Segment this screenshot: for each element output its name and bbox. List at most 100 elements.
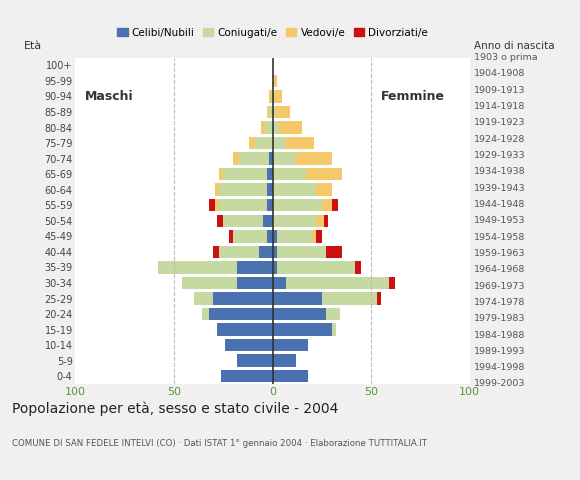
- Bar: [218, 215, 223, 227]
- Text: 1904-1908: 1904-1908: [474, 70, 525, 78]
- Bar: [261, 121, 264, 134]
- Text: Età: Età: [24, 41, 42, 51]
- Bar: [219, 246, 259, 258]
- Bar: [273, 354, 296, 367]
- Bar: [239, 153, 269, 165]
- Bar: [233, 230, 267, 242]
- Text: 1974-1978: 1974-1978: [474, 298, 525, 307]
- Bar: [219, 168, 223, 180]
- Bar: [287, 137, 314, 149]
- Text: 1979-1983: 1979-1983: [474, 314, 525, 323]
- Bar: [219, 183, 267, 196]
- Text: 1924-1928: 1924-1928: [474, 135, 525, 144]
- Text: 1914-1918: 1914-1918: [474, 102, 525, 111]
- Text: 1903 o prima: 1903 o prima: [474, 53, 537, 62]
- Bar: [209, 199, 215, 212]
- Bar: [271, 90, 273, 103]
- Bar: [215, 183, 219, 196]
- Bar: [326, 308, 340, 320]
- Bar: [237, 261, 273, 274]
- Bar: [332, 324, 336, 336]
- Bar: [273, 199, 322, 212]
- Text: 1959-1963: 1959-1963: [474, 249, 525, 258]
- Bar: [273, 324, 332, 336]
- Bar: [273, 339, 308, 351]
- Bar: [322, 199, 332, 212]
- Text: 1909-1913: 1909-1913: [474, 86, 525, 95]
- Bar: [273, 277, 287, 289]
- Bar: [316, 215, 324, 227]
- Bar: [237, 277, 273, 289]
- Bar: [255, 137, 273, 149]
- Text: 1919-1923: 1919-1923: [474, 119, 525, 127]
- Bar: [267, 168, 273, 180]
- Bar: [278, 121, 302, 134]
- Bar: [273, 215, 316, 227]
- Bar: [273, 183, 316, 196]
- Bar: [264, 121, 273, 134]
- Bar: [316, 183, 332, 196]
- Bar: [182, 277, 237, 289]
- Bar: [213, 246, 219, 258]
- Text: 1994-1998: 1994-1998: [474, 363, 525, 372]
- Bar: [267, 183, 273, 196]
- Bar: [209, 308, 273, 320]
- Bar: [237, 354, 273, 367]
- Bar: [273, 292, 322, 305]
- Bar: [316, 230, 322, 242]
- Bar: [267, 106, 269, 118]
- Bar: [273, 246, 277, 258]
- Bar: [215, 199, 219, 212]
- Bar: [267, 230, 273, 242]
- Bar: [259, 246, 273, 258]
- Text: 1999-2003: 1999-2003: [474, 380, 525, 388]
- Text: 1989-1993: 1989-1993: [474, 347, 525, 356]
- Bar: [389, 277, 395, 289]
- Text: Maschi: Maschi: [85, 90, 134, 103]
- Bar: [273, 370, 308, 383]
- Bar: [306, 168, 342, 180]
- Bar: [269, 90, 271, 103]
- Text: 1969-1973: 1969-1973: [474, 282, 525, 290]
- Bar: [273, 230, 277, 242]
- Bar: [219, 199, 267, 212]
- Bar: [324, 215, 328, 227]
- Bar: [312, 230, 316, 242]
- Bar: [273, 168, 306, 180]
- Bar: [269, 106, 273, 118]
- Text: 1949-1953: 1949-1953: [474, 216, 525, 225]
- Bar: [377, 292, 381, 305]
- Bar: [277, 261, 356, 274]
- Text: Femmine: Femmine: [381, 90, 445, 103]
- Bar: [218, 324, 273, 336]
- Bar: [229, 230, 233, 242]
- Bar: [273, 106, 274, 118]
- Bar: [287, 277, 389, 289]
- Text: 1964-1968: 1964-1968: [474, 265, 525, 274]
- Bar: [273, 121, 278, 134]
- Bar: [277, 246, 326, 258]
- Text: COMUNE DI SAN FEDELE INTELVI (CO) · Dati ISTAT 1° gennaio 2004 · Elaborazione TU: COMUNE DI SAN FEDELE INTELVI (CO) · Dati…: [12, 439, 427, 448]
- Bar: [249, 137, 255, 149]
- Text: 1934-1938: 1934-1938: [474, 168, 525, 176]
- Bar: [273, 137, 287, 149]
- Bar: [273, 90, 282, 103]
- Text: 1954-1958: 1954-1958: [474, 233, 525, 241]
- Bar: [202, 308, 209, 320]
- Bar: [225, 339, 273, 351]
- Bar: [274, 106, 291, 118]
- Legend: Celibi/Nubili, Coniugati/e, Vedovi/e, Divorziati/e: Celibi/Nubili, Coniugati/e, Vedovi/e, Di…: [113, 24, 432, 42]
- Bar: [273, 308, 326, 320]
- Text: 1929-1933: 1929-1933: [474, 151, 525, 160]
- Bar: [296, 153, 332, 165]
- Bar: [213, 292, 273, 305]
- Text: 1944-1948: 1944-1948: [474, 200, 525, 209]
- Bar: [322, 292, 377, 305]
- Text: 1984-1988: 1984-1988: [474, 331, 525, 339]
- Bar: [273, 153, 296, 165]
- Text: Anno di nascita: Anno di nascita: [474, 41, 554, 51]
- Text: Popolazione per età, sesso e stato civile - 2004: Popolazione per età, sesso e stato civil…: [12, 401, 338, 416]
- Text: 1939-1943: 1939-1943: [474, 184, 525, 192]
- Bar: [267, 199, 273, 212]
- Bar: [273, 75, 277, 87]
